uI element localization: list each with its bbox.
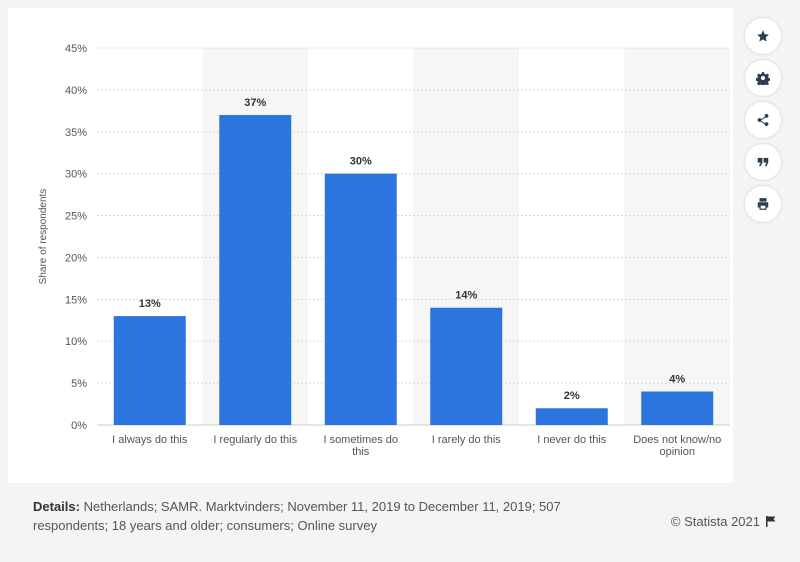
flag-icon[interactable]	[766, 516, 776, 527]
print-button[interactable]	[745, 186, 781, 222]
y-tick-label: 15%	[65, 294, 87, 306]
quote-icon	[757, 157, 769, 167]
details-label: Details:	[33, 499, 80, 514]
data-label: 13%	[139, 298, 161, 310]
copyright-text[interactable]: © Statista 2021	[670, 514, 760, 529]
copyright-line: © Statista 2021	[671, 514, 776, 529]
y-tick-label: 40%	[65, 85, 87, 97]
x-tick-label: this	[352, 446, 370, 458]
x-tick-label: I sometimes do	[323, 434, 398, 446]
data-label: 37%	[244, 97, 266, 109]
x-tick-label: I regularly do this	[213, 434, 297, 446]
category-band	[624, 48, 730, 425]
cite-button[interactable]	[745, 144, 781, 180]
star-icon	[757, 30, 769, 42]
y-tick-label: 45%	[65, 43, 87, 55]
x-tick-label: opinion	[660, 446, 695, 458]
y-axis-title: Share of respondents	[38, 189, 49, 285]
y-tick-label: 35%	[65, 127, 87, 139]
bar	[219, 115, 292, 426]
settings-button[interactable]	[745, 60, 781, 96]
chart-footer: Details: Netherlands; SAMR. Marktvinders…	[33, 497, 563, 535]
bar	[324, 173, 397, 425]
data-label: 4%	[669, 373, 685, 385]
y-tick-label: 0%	[71, 420, 87, 432]
share-icon	[757, 114, 769, 126]
y-tick-label: 30%	[65, 169, 87, 181]
bar	[641, 391, 714, 425]
bar	[535, 408, 608, 425]
share-button[interactable]	[745, 102, 781, 138]
y-tick-label: 20%	[65, 252, 87, 264]
y-tick-label: 5%	[71, 378, 87, 390]
details-text: Netherlands; SAMR. Marktvinders; Novembe…	[33, 499, 561, 533]
print-icon	[757, 198, 769, 210]
y-tick-label: 25%	[65, 211, 87, 223]
bar	[430, 307, 503, 425]
x-tick-label: Does not know/no	[633, 434, 721, 446]
x-tick-label: I rarely do this	[432, 434, 502, 446]
bar	[113, 316, 186, 425]
data-label: 14%	[455, 290, 477, 302]
data-label: 2%	[564, 390, 580, 402]
x-tick-label: I never do this	[537, 434, 607, 446]
y-tick-label: 10%	[65, 336, 87, 348]
chart-panel: 0% 5% 10% 15% 20% 25% 30% 35% 40% 45% Share of res…	[8, 8, 733, 483]
data-label: 30%	[350, 156, 372, 168]
gear-icon	[756, 72, 770, 85]
favorite-button[interactable]	[745, 18, 781, 54]
bar-chart: 0% 5% 10% 15% 20% 25% 30% 35% 40% 45% Share of res…	[38, 43, 730, 458]
chart-toolbar	[745, 18, 781, 228]
x-tick-label: I always do this	[112, 434, 188, 446]
